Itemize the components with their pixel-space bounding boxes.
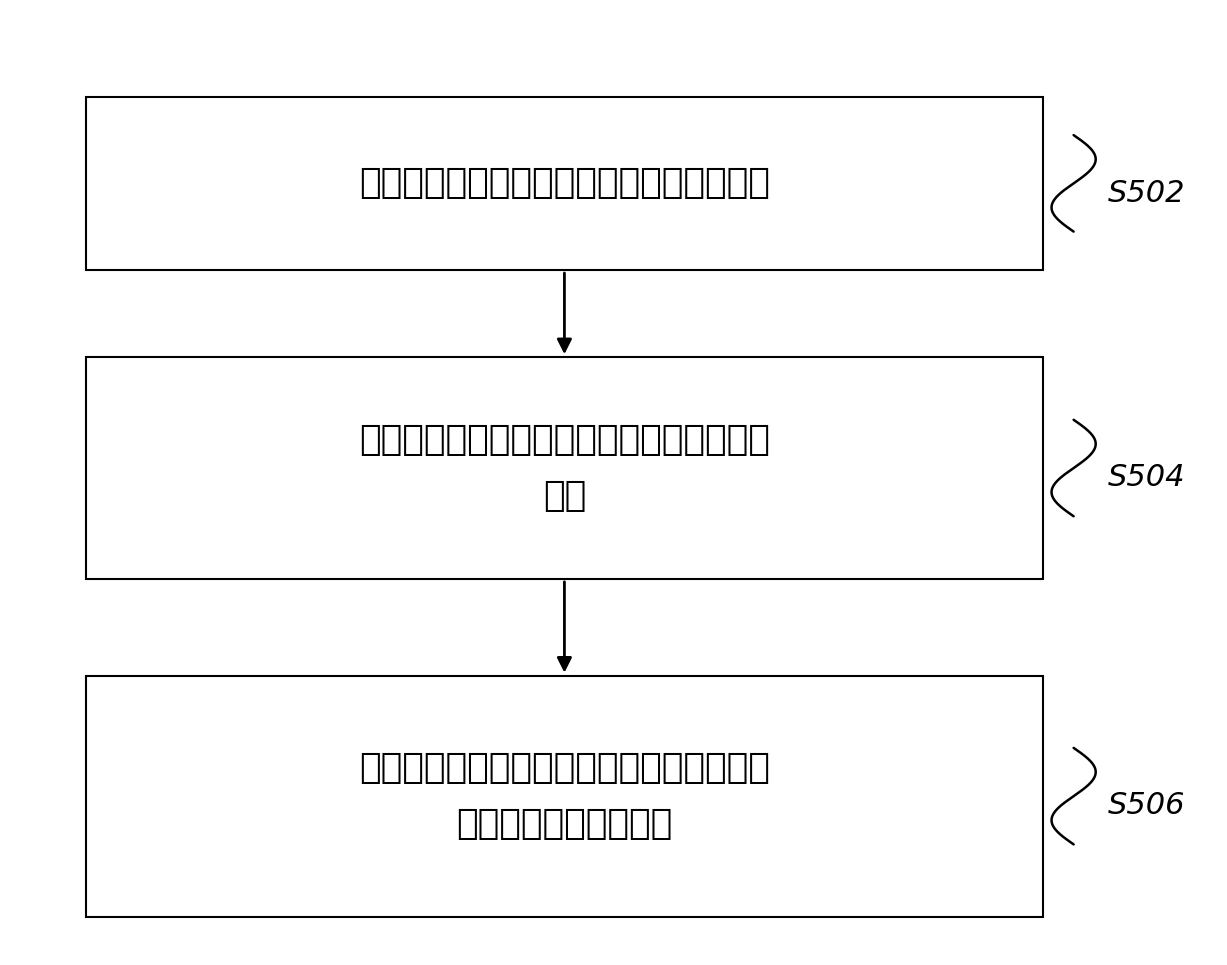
Text: S506: S506 bbox=[1108, 791, 1185, 820]
Text: S504: S504 bbox=[1108, 463, 1185, 492]
FancyBboxPatch shape bbox=[86, 357, 1043, 579]
Text: 基于上述当前天气信息分析上述第一图像信
息得到上述日照强度值: 基于上述当前天气信息分析上述第一图像信 息得到上述日照强度值 bbox=[360, 752, 769, 841]
Text: 获取上述目标空间所处地理位置的当前天气
信息: 获取上述目标空间所处地理位置的当前天气 信息 bbox=[360, 424, 769, 512]
Text: 获取目标空间内的光源区域的第一图像信息: 获取目标空间内的光源区域的第一图像信息 bbox=[360, 166, 769, 201]
FancyBboxPatch shape bbox=[86, 676, 1043, 917]
Text: S502: S502 bbox=[1108, 179, 1185, 207]
FancyBboxPatch shape bbox=[86, 96, 1043, 270]
